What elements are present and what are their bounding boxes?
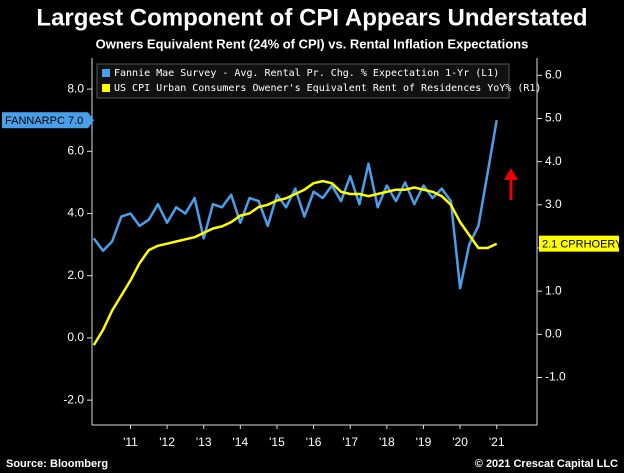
legend-swatch [102, 84, 110, 92]
y2-tick-label: 4.0 [545, 154, 562, 168]
annotation: FANNARPC 7.0 [5, 115, 83, 127]
legend-swatch [102, 69, 110, 77]
x-tick-label: '18 [379, 435, 395, 449]
annotation-box [2, 112, 88, 129]
y-tick-label: 0.0 [67, 330, 84, 344]
legend-label: Fannie Mae Survey - Avg. Rental Pr. Chg.… [114, 68, 499, 79]
x-tick-label: '14 [233, 435, 249, 449]
copyright: © 2021 Crescat Capital LLC [475, 458, 618, 470]
legend-box [96, 63, 510, 99]
arrow-head [504, 168, 518, 180]
x-tick-label: '17 [342, 435, 358, 449]
series-line [92, 119, 498, 290]
x-tick-label: '19 [416, 435, 432, 449]
x-tick-label: '12 [159, 435, 175, 449]
chart-title: Largest Component of CPI Appears Underst… [36, 4, 587, 31]
y-tick-label: -2.0 [63, 392, 84, 406]
annotation: 2.1 CPRHOERY [542, 239, 623, 251]
annotation-pointer [88, 112, 94, 129]
annotation-box [539, 235, 619, 252]
chart-subtitle: Owners Equivalent Rent (24% of CPI) vs. … [96, 36, 529, 51]
x-tick-label: '15 [269, 435, 285, 449]
y2-tick-label: 0.0 [545, 327, 562, 341]
y2-tick-label: -1.0 [545, 370, 566, 384]
x-tick-label: '20 [452, 435, 468, 449]
y2-tick-label: 1.0 [545, 283, 562, 297]
series-line [92, 179, 498, 346]
x-tick-label: '21 [489, 435, 505, 449]
y2-tick-label: 6.0 [545, 67, 562, 81]
y-tick-label: 2.0 [67, 268, 84, 282]
x-tick-label: '11 [123, 435, 138, 449]
y-tick-label: 4.0 [67, 206, 84, 220]
source: Source: Bloomberg [6, 458, 108, 470]
x-tick-label: '13 [196, 435, 212, 449]
y-tick-label: 8.0 [67, 81, 84, 95]
y-tick-label: 6.0 [67, 143, 84, 157]
x-tick-label: '16 [306, 435, 322, 449]
y2-tick-label: 5.0 [545, 111, 562, 125]
y2-tick-label: 3.0 [545, 197, 562, 211]
legend-label: US CPI Urban Consumers Owener's Equivale… [114, 83, 541, 94]
